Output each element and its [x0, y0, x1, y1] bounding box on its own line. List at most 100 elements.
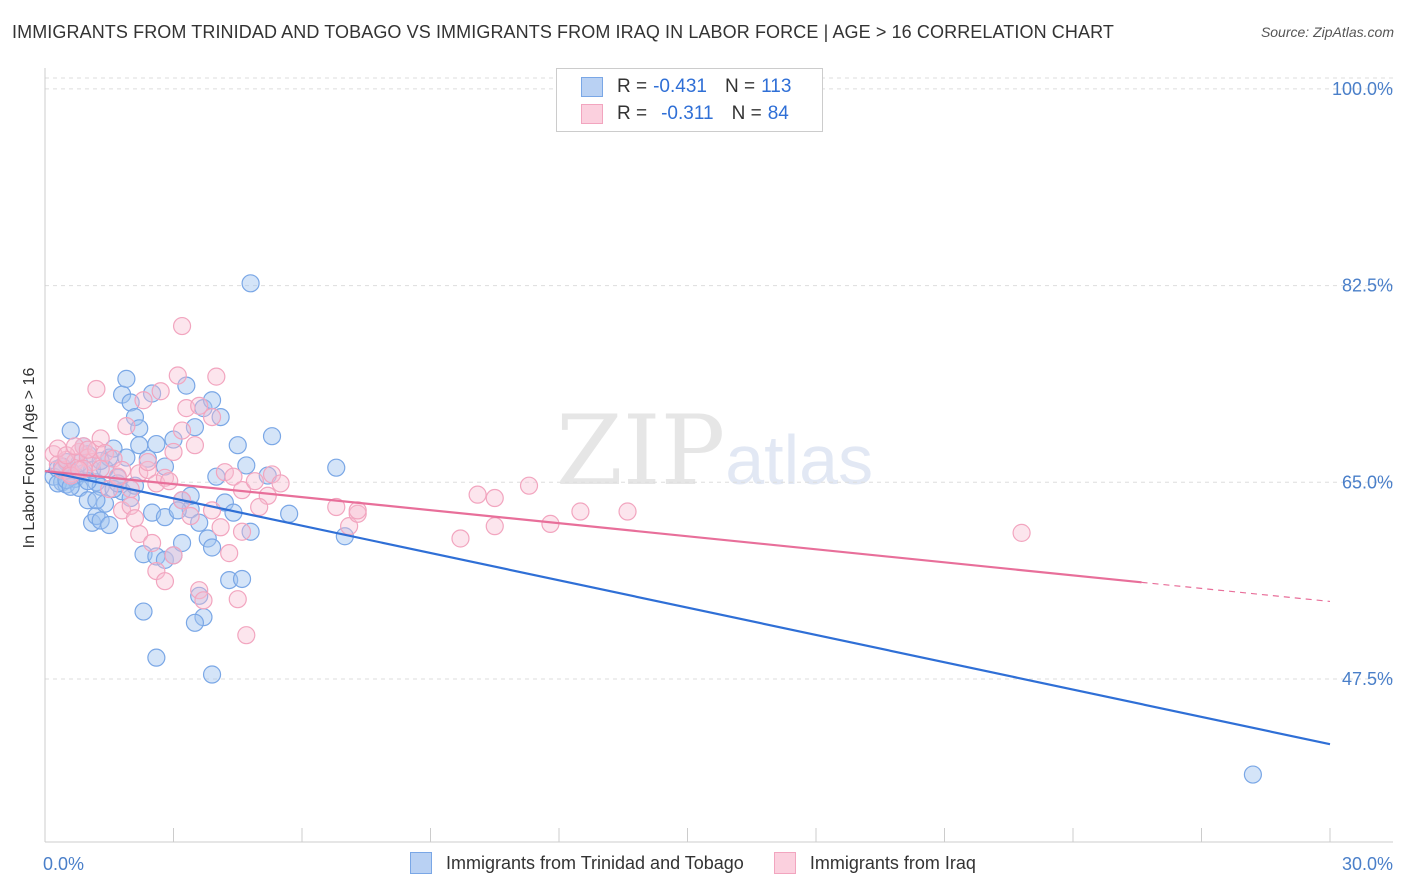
point-iraq [160, 472, 179, 491]
trend-line-iraq-extension [1141, 581, 1331, 603]
y-axis-label: In Labor Force | Age > 16 [21, 368, 38, 549]
x-tick-label: 30.0% [1342, 854, 1393, 874]
axes [44, 68, 1393, 843]
watermark-zip: ZIP [556, 395, 726, 507]
trend-lines [44, 469, 1331, 746]
point-trinidad [61, 421, 80, 440]
point-trinidad [91, 511, 110, 530]
legend-r-label: R = [617, 76, 648, 97]
legend-r-value-trinidad: -0.431 [653, 76, 707, 97]
point-iraq [220, 544, 239, 563]
point-trinidad [202, 538, 222, 557]
legend-n-label: N = [724, 76, 756, 97]
point-trinidad [198, 529, 217, 548]
bottom-legend-item-trinidad: Immigrants from Trinidad and Tobago [410, 852, 744, 874]
point-iraq [138, 460, 157, 480]
point-trinidad [232, 569, 252, 589]
y-tick-label: 47.5% [1342, 669, 1393, 689]
point-trinidad [1243, 765, 1263, 784]
point-iraq [224, 467, 243, 486]
point-iraq [207, 367, 226, 386]
point-iraq [451, 529, 470, 548]
point-iraq [245, 472, 264, 491]
point-iraq [485, 488, 504, 508]
point-iraq [215, 463, 234, 482]
point-iraq [164, 442, 183, 462]
point-iraq [232, 522, 252, 541]
legend-n-value-trinidad: 113 [761, 76, 792, 97]
point-trinidad [327, 458, 346, 477]
source-label: Source: ZipAtlas.com [1260, 24, 1394, 40]
legend-n-value-iraq: 84 [767, 103, 789, 124]
y-tick-label: 82.5% [1342, 276, 1393, 296]
point-iraq [519, 476, 539, 495]
bottom-legend-item-iraq: Immigrants from Iraq [773, 852, 976, 874]
point-trinidad [202, 665, 222, 684]
point-iraq [155, 572, 175, 591]
point-iraq [134, 391, 153, 410]
point-iraq [138, 452, 157, 472]
point-trinidad [134, 602, 153, 621]
point-trinidad [237, 456, 256, 475]
point-iraq [194, 591, 213, 610]
point-iraq [327, 497, 346, 517]
legend-n-label: N = [731, 103, 762, 124]
point-iraq [468, 485, 487, 504]
legend-swatch-trinidad [581, 77, 603, 97]
y-tick-label: 100.0% [1332, 79, 1393, 99]
trend-line-trinidad [44, 469, 1331, 746]
point-iraq [181, 506, 200, 526]
watermark-atlas: atlas [725, 421, 874, 499]
point-iraq [91, 429, 110, 448]
point-iraq [117, 416, 136, 436]
point-iraq [190, 581, 209, 600]
bottom-legend-label-trinidad: Immigrants from Trinidad and Tobago [446, 852, 744, 873]
bottom-legend: Immigrants from Trinidad and Tobago Immi… [410, 852, 1006, 874]
point-trinidad [280, 504, 299, 523]
bottom-legend-swatch-trinidad [410, 852, 432, 874]
trend-line-iraq [44, 469, 1142, 584]
point-trinidad [241, 274, 260, 293]
point-iraq [168, 366, 187, 385]
point-trinidad [87, 491, 106, 510]
point-iraq [87, 379, 106, 399]
point-trinidad [220, 570, 239, 590]
point-trinidad [185, 613, 205, 632]
point-iraq [228, 590, 247, 609]
bottom-legend-swatch-iraq [773, 852, 796, 874]
point-iraq [164, 546, 183, 565]
point-iraq [185, 436, 205, 455]
point-iraq [172, 421, 192, 440]
point-iraq [151, 382, 170, 401]
point-iraq [172, 316, 192, 336]
x-tick-label: 0.0% [43, 854, 84, 874]
stats-legend: R = -0.431 N = 113 R = -0.311 N = 84 [556, 68, 823, 132]
legend-swatch-iraq [581, 104, 603, 124]
watermark: ZIPatlas [556, 395, 873, 507]
gridlines [45, 77, 1393, 680]
point-trinidad [147, 648, 166, 667]
tick-labels: 47.5% 65.0% 82.5% 100.0% 0.0% 30.0% [43, 79, 1393, 874]
point-iraq [571, 502, 590, 521]
chart-title: IMMIGRANTS FROM TRINIDAD AND TOBAGO VS I… [12, 22, 1114, 42]
point-trinidad [100, 515, 119, 535]
point-iraq [202, 407, 222, 427]
point-iraq [485, 517, 504, 536]
point-iraq [108, 467, 127, 486]
point-trinidad [228, 436, 247, 455]
point-iraq [1012, 523, 1031, 542]
point-trinidad [147, 434, 166, 454]
point-iraq [237, 626, 256, 645]
legend-row-iraq: R = -0.311 N = 84 [581, 102, 807, 126]
point-trinidad [172, 533, 192, 553]
point-iraq [618, 502, 637, 521]
legend-row-trinidad: R = -0.431 N = 113 [581, 75, 809, 99]
point-iraq [190, 396, 209, 415]
point-trinidad [117, 369, 136, 388]
point-iraq [211, 518, 230, 537]
point-iraq [125, 509, 145, 528]
point-iraq [78, 440, 97, 459]
y-tick-label: 65.0% [1342, 472, 1393, 492]
point-iraq [91, 459, 110, 478]
series-iraq-points [44, 316, 1031, 645]
